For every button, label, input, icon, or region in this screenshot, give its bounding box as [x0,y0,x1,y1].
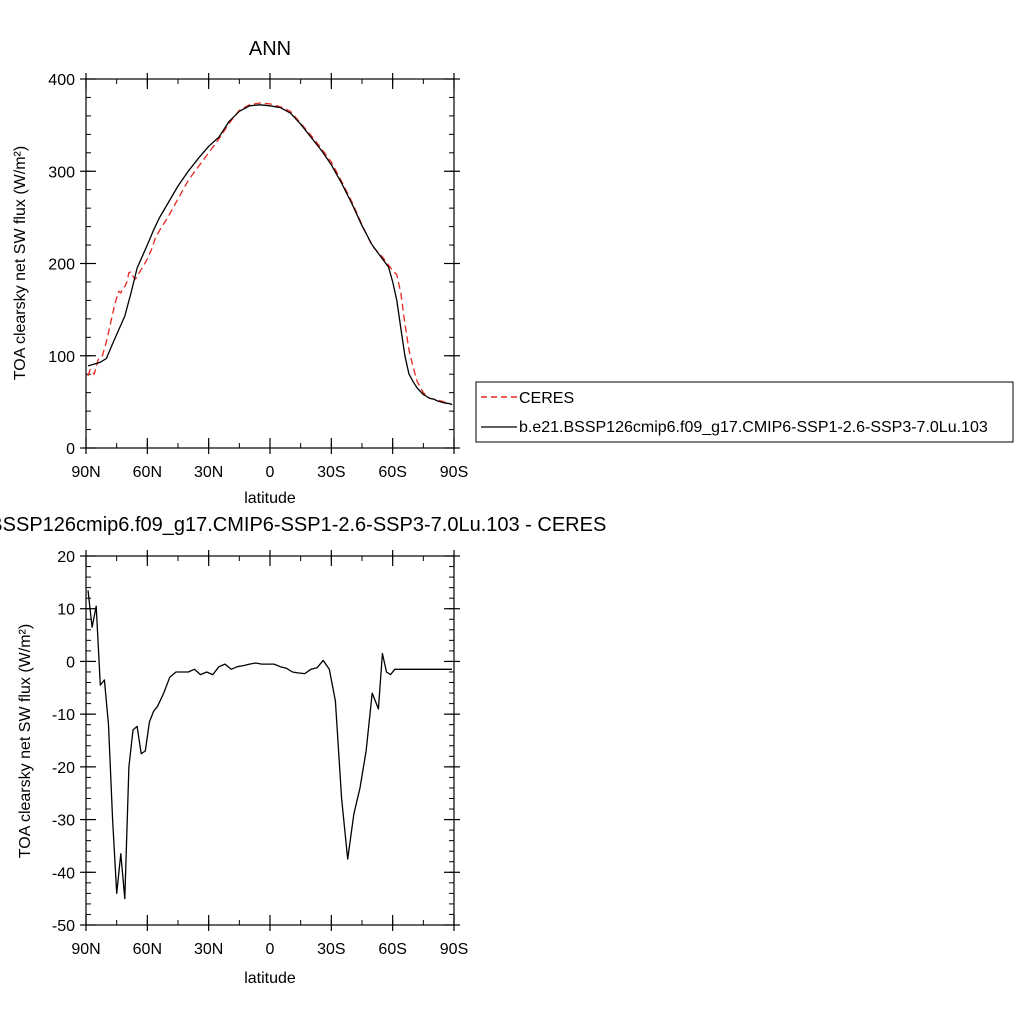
bottom-plot-y-tick-label: 10 [57,602,75,619]
bottom-plot-ticks: 90N 60N 30N 0 30S 60S 90S -50 -40 -30 -20 -10 0 10 20 [52,549,468,958]
top-plot-title: ANN [249,38,291,60]
top-plot-y-tick-label: 300 [48,164,75,181]
top-plot-x-axis-label: latitude [244,490,296,507]
top-plot-x-tick-label: 30S [317,464,345,481]
top-plot-y-tick-label: 200 [48,257,75,274]
top-plot-x-tick-label: 0 [266,464,275,481]
bottom-plot-x-tick-label: 0 [266,941,275,958]
bottom-plot-x-tick-label: 30N [194,941,223,958]
legend-model-label: b.e21.BSSP126cmip6.f09_g17.CMIP6-SSP1-2.… [519,419,988,436]
bottom-plot-x-tick-label: 30S [317,941,345,958]
bottom-plot-y-tick-label: -50 [52,918,75,935]
top-plot-ticks: 90N 60N 30N 0 30S 60S 90S 0 100 200 300 400 [48,72,468,481]
bottom-plot-y-axis-label: TOA clearsky net SW flux (W/m²) [17,624,34,858]
bottom-plot-difference-line [87,590,452,900]
bottom-plot-x-tick-label: 90S [440,941,468,958]
top-plot-y-tick-label: 400 [48,72,75,89]
bottom-plot-frame [85,555,455,926]
top-plot: ANN 90N 60N 30N 0 30S 60S 90S 0 100 200 300 400 lat… [12,38,468,507]
top-plot-x-tick-label: 60S [378,464,406,481]
top-plot-x-tick-label: 90N [71,464,100,481]
bottom-plot-y-tick-label: -30 [52,813,75,830]
top-plot-x-tick-label: 30N [194,464,223,481]
bottom-plot-y-tick-label: -20 [52,760,75,777]
bottom-plot-title: b.e21.BSSP126cmip6.f09_g17.CMIP6-SSP1-2.… [0,514,606,536]
bottom-plot: b.e21.BSSP126cmip6.f09_g17.CMIP6-SSP1-2.… [0,514,606,987]
bottom-plot-y-tick-label: 0 [66,654,75,671]
legend-box [475,381,1014,443]
bottom-plot-x-tick-label: 60N [133,941,162,958]
top-plot-y-axis-label: TOA clearsky net SW flux (W/m²) [12,146,29,380]
bottom-plot-series [87,590,452,900]
bottom-plot-y-tick-label: -40 [52,865,75,882]
bottom-plot-x-axis-label: latitude [244,970,296,987]
top-plot-frame [85,78,455,449]
legend-ceres-label: CERES [519,390,574,407]
bottom-plot-y-tick-label: -10 [52,707,75,724]
top-plot-model-line [87,104,453,406]
bottom-plot-x-tick-label: 90N [71,941,100,958]
top-plot-x-tick-label: 90S [440,464,468,481]
top-plot-y-tick-label: 100 [48,349,75,366]
legend: CERES b.e21.BSSP126cmip6.f09_g17.CMIP6-S… [475,381,1014,443]
bottom-plot-y-tick-label: 20 [57,549,75,566]
top-plot-x-tick-label: 60N [133,464,162,481]
top-plot-ceres-line [87,102,453,406]
top-plot-series [87,102,453,406]
top-plot-y-tick-label: 0 [66,441,75,458]
bottom-plot-x-tick-label: 60S [378,941,406,958]
